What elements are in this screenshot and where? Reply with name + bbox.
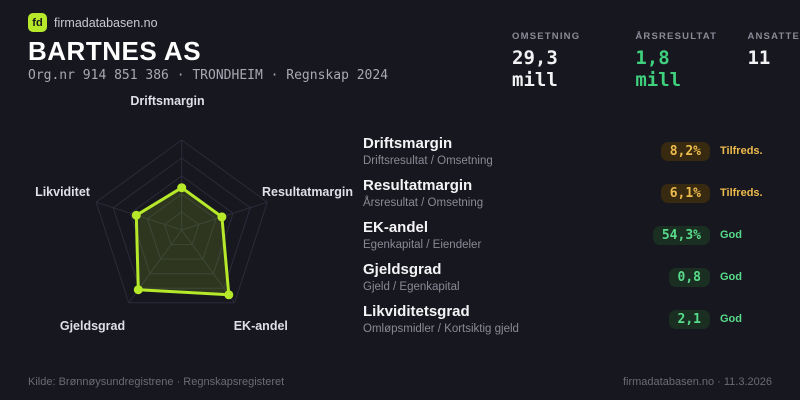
metric-status: Tilfreds.	[720, 145, 763, 157]
radar-axis-label: EK-andel	[234, 319, 288, 333]
metric-row-gjeldsgrad: Gjeldsgrad Gjeld / Egenkapital 0,8 God	[363, 256, 772, 298]
metric-status: Tilfreds.	[720, 187, 763, 199]
metric-status: God	[720, 313, 742, 325]
metric-title: Resultatmargin	[363, 177, 473, 195]
metric-row-driftsmargin: Driftsmargin Driftsresultat / Omsetning …	[363, 130, 772, 172]
radar-chart: Driftsmargin Resultatmargin EK-andel Gjelds…	[35, 94, 353, 333]
radar-data-point	[217, 212, 227, 222]
footer: Kilde: Brønnøysundregistrene · Regnskaps…	[28, 376, 772, 388]
stat-label: ANSATTE	[747, 31, 800, 42]
metric-formula: Omløpsmidler / Kortsiktig gjeld	[363, 322, 519, 335]
metric-title: Likviditetsgrad	[363, 303, 470, 321]
footer-site-date: firmadatabasen.no · 11.3.2026	[622, 376, 772, 388]
footer-source: Kilde: Brønnøysundregistrene · Regnskaps…	[28, 376, 285, 388]
radar-axis-label: Driftsmargin	[130, 94, 204, 108]
stat-label: ÅRSRESULTAT	[635, 31, 718, 42]
metric-title: Driftsmargin	[363, 135, 453, 153]
metric-title: EK-andel	[363, 219, 429, 237]
radar-grid-ring	[129, 175, 234, 275]
metric-formula: Egenkapital / Eiendeler	[363, 238, 482, 251]
page-title: BARTNES AS	[28, 36, 202, 66]
radar-data-point	[177, 183, 187, 193]
org-info-line: Org.nr 914 851 386 · TRONDHEIM · Regnska…	[28, 68, 389, 83]
metric-title: Gjeldsgrad	[363, 261, 442, 279]
stat-value: 1,8 mill	[635, 47, 682, 91]
radar-grid-ring	[95, 139, 268, 304]
metric-row-resultatmargin: Resultatmargin Årsresultat / Omsetning 6…	[363, 172, 772, 214]
metrics-panel: Driftsmargin Driftsresultat / Omsetning …	[363, 130, 772, 340]
metric-row-ek-andel: EK-andel Egenkapital / Eiendeler 54,3% G…	[363, 214, 772, 256]
brand-logo-icon: fd	[28, 13, 47, 32]
key-stats: OMSETNING 29,3 mill ÅRSRESULTAT 1,8 mill…	[512, 31, 800, 91]
metric-value-badge: 2,1	[668, 309, 710, 329]
radar-axis-spoke	[181, 229, 236, 304]
stat-value: 29,3 mill	[512, 47, 558, 91]
metric-value-badge: 6,1%	[660, 183, 710, 203]
radar-axis-label: Gjeldsgrad	[60, 319, 125, 333]
radar-axis-label: Likviditet	[35, 185, 91, 199]
radar-grid-ring	[164, 211, 200, 246]
stat-label: OMSETNING	[512, 31, 581, 42]
metric-status: God	[720, 229, 742, 241]
stat-omsetning: OMSETNING 29,3 mill	[512, 31, 613, 91]
stat-ansatte: ANSATTE 11	[747, 31, 800, 91]
stat-value: 11	[747, 47, 771, 69]
metric-status: God	[720, 271, 742, 283]
metric-value-badge: 8,2%	[660, 141, 710, 161]
radar-grid-ring	[146, 193, 217, 260]
metric-row-likviditetsgrad: Likviditetsgrad Omløpsmidler / Kortsikti…	[363, 298, 772, 340]
radar-data-point	[133, 285, 143, 295]
metric-value-badge: 0,8	[668, 267, 710, 287]
stat-arsresultat: ÅRSRESULTAT 1,8 mill	[635, 31, 725, 91]
radar-data-polygon	[134, 186, 231, 297]
radar-data-point	[224, 290, 234, 300]
metric-formula: Driftsresultat / Omsetning	[363, 154, 493, 167]
metric-value-badge: 54,3%	[652, 225, 710, 245]
metric-formula: Gjeld / Egenkapital	[363, 280, 460, 293]
metric-formula: Årsresultat / Omsetning	[363, 196, 484, 209]
radar-axis-label: Resultatmargin	[262, 185, 353, 199]
radar-grid-ring	[112, 157, 251, 289]
brand-name: firmadatabasen.no	[54, 15, 158, 30]
brand: fd firmadatabasen.no	[28, 13, 158, 32]
radar-data-point	[131, 210, 141, 220]
